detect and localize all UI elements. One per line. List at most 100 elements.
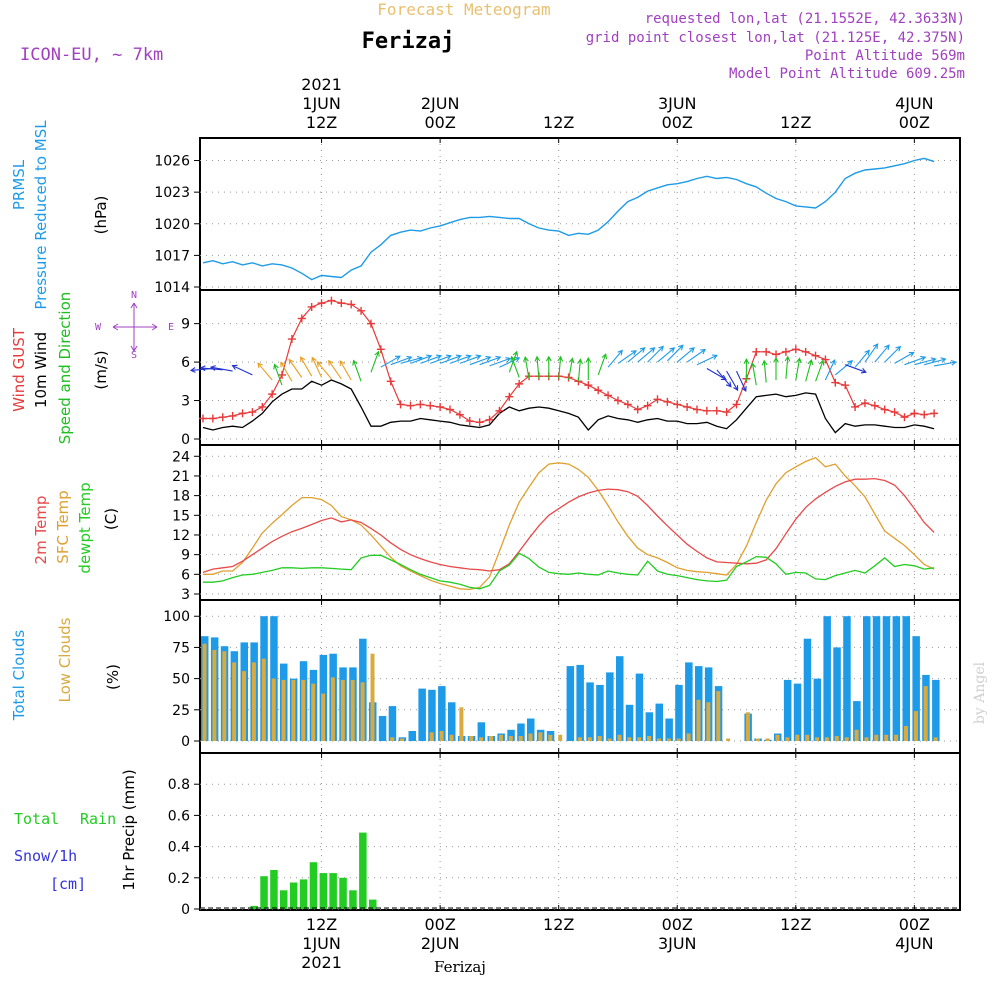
wind-direction-arrow: [750, 362, 757, 386]
low-cloud-bar: [291, 679, 296, 741]
total-clouds-label: Total Clouds: [10, 630, 28, 722]
gust-marker: [900, 413, 909, 422]
gust-marker: [722, 408, 731, 417]
gust-marker: [633, 405, 642, 414]
low-cloud-bar: [242, 671, 246, 741]
low-cloud-bar: [933, 737, 938, 741]
clouds-ytick-label: 50: [172, 672, 190, 688]
wind-direction-arrow: [597, 353, 608, 376]
temp2m-label: 2m Temp: [32, 496, 50, 565]
bottom-time-label: 00Z: [662, 915, 693, 934]
wind-direction-arrow: [523, 355, 530, 379]
wind-direction-arrow: [884, 345, 902, 363]
top-time-label: 00Z: [424, 113, 455, 132]
grid-location: grid point closest lon,lat (21.125E, 42.…: [586, 30, 965, 46]
low-cloud-bar: [558, 734, 563, 741]
wind-direction-arrow: [328, 359, 342, 380]
gust-marker: [643, 401, 652, 410]
low-cloud-bar: [538, 732, 543, 741]
low-cloud-bar: [479, 737, 484, 741]
precip-bars: [200, 832, 960, 909]
precip-unit: 1hr Precip (mm): [120, 769, 138, 890]
low-cloud-bar: [676, 738, 681, 741]
low-cloud-bar: [795, 734, 800, 741]
low-cloud-bar: [340, 679, 345, 741]
low-cloud-bar: [637, 737, 642, 741]
clouds-ytick-label: 75: [172, 640, 190, 656]
total-cloud-bar: [783, 679, 792, 741]
gust-marker: [801, 347, 810, 356]
wind-direction-arrow: [743, 358, 750, 382]
total-cloud-bar: [428, 689, 436, 741]
gust-marker: [505, 392, 514, 401]
top-time-label: 2JUN: [421, 94, 460, 113]
low-cloud-bar: [301, 679, 306, 741]
chart-title: Forecast Meteogram: [377, 0, 550, 19]
bottom-time-label: 00Z: [899, 915, 930, 934]
low-cloud-bar: [904, 726, 908, 741]
gust-marker: [693, 405, 701, 414]
total-cloud-bar: [803, 638, 812, 741]
wind-direction-arrow: [617, 350, 637, 364]
wind-direction-arrow: [716, 369, 732, 388]
plot-panels: 1014101710201023102603693691215182124025…: [154, 137, 961, 918]
low-cloud-bar: [459, 707, 464, 741]
gust-marker: [347, 300, 356, 309]
gust-marker: [218, 413, 227, 422]
low-cloud-bar: [923, 686, 928, 741]
wind-direction-arrow: [568, 357, 575, 381]
low-cloud-bar: [261, 658, 266, 741]
total-cloud-bar: [872, 616, 881, 741]
wind-direction-arrow: [824, 359, 836, 381]
gust-marker: [880, 405, 889, 414]
total-cloud-bar: [793, 683, 802, 741]
low-cloud-bar: [834, 736, 839, 741]
wind-direction-arrow: [534, 355, 541, 379]
top-time-label: 00Z: [899, 113, 930, 132]
wind-direction-arrow: [339, 360, 352, 381]
gust-marker: [604, 391, 613, 400]
wind-direction-arrow: [934, 359, 957, 367]
gust-marker: [663, 397, 672, 406]
precip-ytick-label: 0.8: [168, 777, 190, 793]
total-cloud-bar: [438, 686, 446, 741]
total-cloud-bar: [566, 666, 575, 741]
wind-direction-arrow: [686, 348, 707, 363]
total-cloud-bar: [892, 616, 901, 741]
total-label: Total: [14, 810, 59, 828]
low-cloud-bar: [913, 711, 918, 741]
sfc-temp-line: [203, 456, 935, 591]
temperature-series: [202, 456, 935, 591]
dewpt-line: [203, 552, 935, 590]
temp-unit: (C): [102, 508, 120, 530]
requested-location: requested lon,lat (21.1552E, 42.3633N): [645, 11, 965, 27]
gust-marker: [406, 401, 415, 410]
wind-direction-arrow: [352, 359, 362, 382]
cloud-labels: Total Clouds Low Clouds (%): [10, 617, 122, 721]
bottom-time-label: 2021: [301, 953, 342, 972]
pressure-ytick-label: 1017: [154, 248, 190, 264]
precip-labels: Total Rain Snow/1h [cm] 1hr Precip (mm): [14, 769, 138, 893]
gust-marker: [485, 415, 494, 424]
direction-label: Speed and Direction: [56, 292, 74, 445]
gust-marker: [762, 347, 771, 356]
compass-west: W: [95, 322, 102, 333]
low-cloud-bar: [439, 731, 444, 741]
bottom-time-label: 12Z: [543, 915, 574, 934]
wind-direction-arrow: [736, 370, 747, 393]
total-cloud-bar: [932, 679, 940, 741]
low-cloud-bar: [321, 693, 326, 741]
rain-label: Rain: [80, 810, 116, 828]
gust-marker: [238, 409, 247, 418]
gust-marker: [890, 408, 899, 417]
wind-direction-arrow: [577, 358, 583, 382]
wind-direction-arrow: [420, 354, 443, 364]
gust-marker: [307, 302, 316, 311]
wind-direction-arrow: [459, 354, 482, 364]
low-cloud-bar: [785, 737, 790, 741]
temperature-frame: [199, 444, 961, 601]
clouds-ytick-label: 0: [181, 734, 190, 750]
wind-direction-arrow: [469, 355, 492, 366]
